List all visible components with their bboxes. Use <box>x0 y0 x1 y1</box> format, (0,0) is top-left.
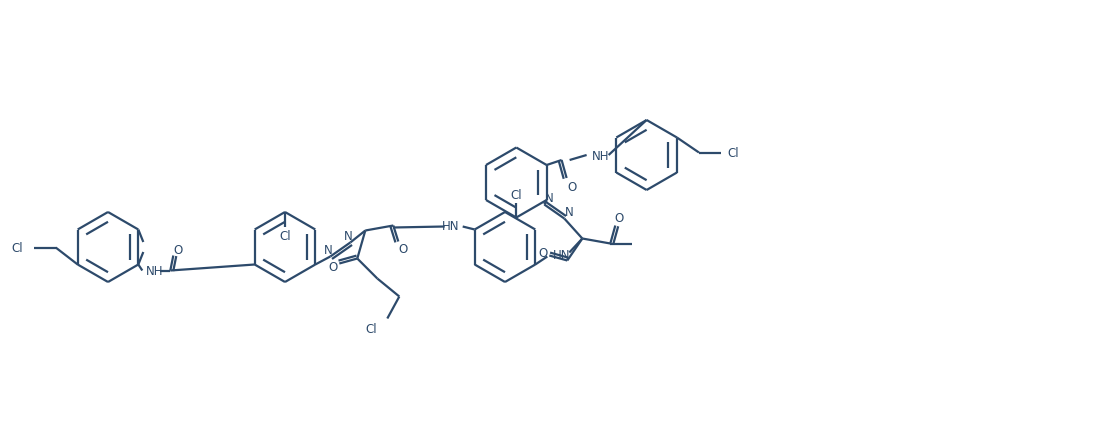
Text: N: N <box>324 243 332 256</box>
Text: NH: NH <box>146 264 163 277</box>
Text: O: O <box>539 246 547 259</box>
Text: O: O <box>329 261 338 273</box>
Text: O: O <box>173 243 183 256</box>
Text: Cl: Cl <box>365 322 377 335</box>
Text: O: O <box>567 180 576 193</box>
Text: N: N <box>545 191 554 205</box>
Text: Cl: Cl <box>510 189 522 202</box>
Text: Cl: Cl <box>11 241 23 255</box>
Text: N: N <box>565 206 574 218</box>
Text: NH: NH <box>592 149 609 162</box>
Text: O: O <box>614 212 624 224</box>
Text: HN: HN <box>442 219 460 233</box>
Text: O: O <box>398 243 408 255</box>
Text: HN: HN <box>553 249 570 261</box>
Text: Cl: Cl <box>280 229 291 242</box>
Text: Cl: Cl <box>727 147 738 160</box>
Text: N: N <box>344 230 353 243</box>
